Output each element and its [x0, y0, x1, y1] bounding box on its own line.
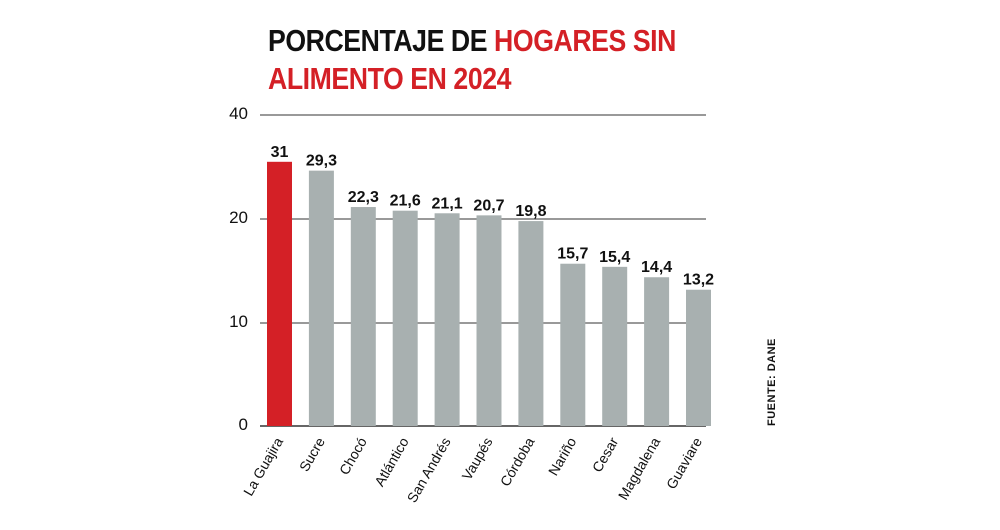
value-label-1: 31	[271, 144, 289, 161]
category-label-2: Sucre	[296, 434, 328, 474]
category-label-7: Córdoba	[497, 434, 538, 489]
bar-9	[602, 266, 628, 426]
y-tick-label-10: 10	[229, 312, 248, 331]
category-label-5: San Andrés	[404, 434, 454, 505]
value-label-9: 15,4	[599, 249, 630, 266]
y-tick-label-40: 40	[229, 104, 248, 123]
value-label-10: 14,4	[641, 259, 672, 276]
category-label-3: Chocó	[336, 434, 370, 477]
bar-10	[644, 277, 670, 426]
title-red-part: HOGARES SIN	[494, 23, 676, 58]
bar-2	[308, 170, 334, 426]
title-second-line: ALIMENTO EN 2024	[268, 61, 512, 96]
category-label-1: La Guajira	[240, 434, 286, 498]
bar-5	[434, 213, 460, 426]
value-label-3: 22,3	[348, 189, 379, 206]
bar-7	[518, 221, 544, 426]
value-label-8: 15,7	[557, 246, 588, 263]
category-label-6: Vaupés	[459, 435, 496, 483]
value-label-6: 20,7	[473, 197, 504, 214]
category-label-4: Atlántico	[371, 434, 412, 489]
value-label-7: 19,8	[515, 203, 546, 220]
y-tick-label-20: 20	[229, 208, 248, 227]
value-label-4: 21,6	[390, 193, 421, 210]
chart-title: PORCENTAJE DE HOGARES SIN ALIMENTO EN 20…	[268, 22, 676, 98]
category-label-10: Magdalena	[615, 434, 664, 502]
title-black-part: PORCENTAJE DE	[268, 23, 495, 58]
value-label-11: 13,2	[683, 272, 714, 289]
y-tick-label-0: 0	[239, 415, 248, 434]
source-note: FUENTE: DANE	[766, 338, 778, 426]
bar-8	[560, 263, 586, 426]
bar-11	[686, 289, 711, 426]
category-label-9: Cesar	[589, 434, 622, 475]
bar-3	[350, 207, 376, 426]
bar-1	[267, 161, 292, 427]
value-label-5: 21,1	[432, 195, 463, 212]
category-label-8: Nariño	[545, 434, 580, 478]
category-label-11: Guaviare	[663, 434, 705, 491]
bar-4	[392, 210, 418, 426]
value-label-2: 29,3	[306, 153, 337, 170]
bar-6	[476, 215, 502, 426]
